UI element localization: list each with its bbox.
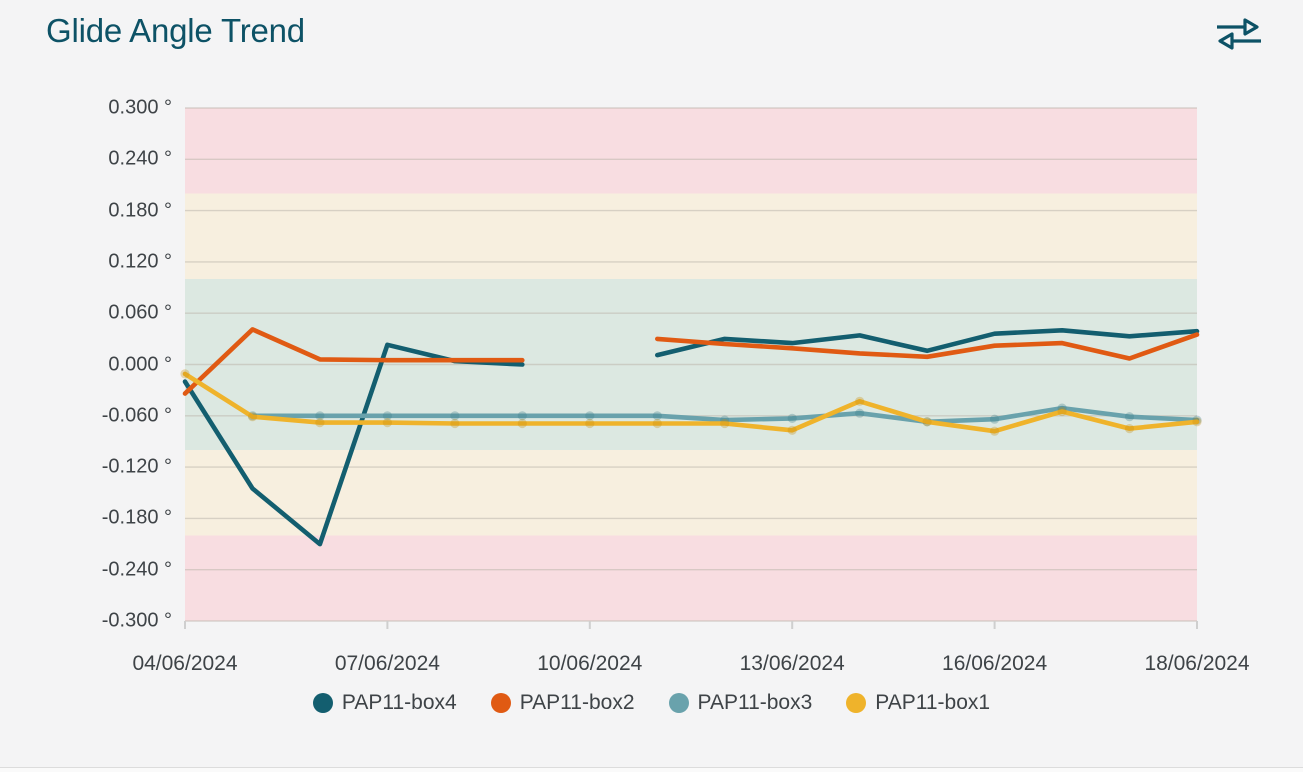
point-marker-PAP11-box1 — [652, 418, 662, 429]
x-tick-label: 18/06/2024 — [1144, 652, 1250, 675]
y-tick-label: -0.300 ° — [101, 609, 172, 632]
chart-legend: PAP11-box4 PAP11-box2 PAP11-box3 PAP11-b… — [0, 691, 1303, 715]
legend-color-dot — [846, 693, 867, 713]
point-marker-PAP11-box3 — [450, 411, 460, 421]
page-title: Glide Angle Trend — [46, 12, 305, 49]
y-tick-label: 0.240 ° — [108, 147, 172, 170]
x-tick-label: 10/06/2024 — [537, 652, 643, 675]
zone-band-outer-zone — [185, 108, 1197, 194]
point-marker-PAP11-box1 — [1057, 406, 1067, 417]
legend-item-PAP11-box3[interactable]: PAP11-box3 — [668, 691, 813, 715]
point-marker-PAP11-box3 — [315, 411, 325, 421]
series-line-PAP11-box4 — [654, 328, 1200, 358]
zone-band-warning-zone — [185, 450, 1197, 536]
point-marker-PAP11-box1 — [247, 412, 258, 422]
point-marker-PAP11-box3 — [855, 408, 865, 418]
legend-item-PAP11-box2[interactable]: PAP11-box2 — [490, 691, 635, 715]
point-marker-PAP11-box1 — [922, 417, 932, 427]
y-tick-label: -0.180 ° — [101, 506, 172, 529]
point-marker-PAP11-box1 — [1192, 417, 1202, 427]
x-tick-label: 04/06/2024 — [132, 652, 238, 675]
point-marker-PAP11-box1 — [382, 418, 392, 428]
point-marker-PAP11-box1 — [315, 418, 325, 428]
card-bottom-edge — [0, 767, 1303, 772]
y-tick-label: -0.120 ° — [101, 455, 172, 478]
point-marker-PAP11-box1 — [1124, 424, 1135, 434]
swap-horizontal-icon[interactable] — [1214, 16, 1264, 52]
legend-label: PAP11-box1 — [875, 691, 991, 714]
y-tick-label: 0.060 ° — [108, 301, 172, 324]
y-tick-label: -0.060 ° — [101, 404, 172, 427]
x-tick-label: 16/06/2024 — [942, 652, 1048, 675]
point-marker-PAP11-box1 — [585, 418, 595, 429]
point-marker-PAP11-box1 — [517, 418, 527, 429]
point-marker-PAP11-box3 — [382, 411, 392, 421]
point-marker-PAP11-box3 — [787, 413, 797, 423]
legend-label: PAP11-box2 — [519, 691, 635, 714]
point-marker-PAP11-box3 — [1124, 412, 1135, 422]
y-tick-label: 0.120 ° — [108, 250, 172, 273]
point-marker-PAP11-box1 — [787, 425, 797, 435]
zone-band-outer-zone — [185, 535, 1197, 621]
legend-color-dot — [490, 693, 511, 713]
series-line-PAP11-box3 — [250, 405, 1200, 425]
legend-label: PAP11-box3 — [697, 691, 813, 714]
series-line-PAP11-box2 — [654, 332, 1200, 361]
legend-color-dot — [312, 693, 333, 713]
x-tick-label: 07/06/2024 — [334, 652, 440, 675]
legend-label: PAP11-box4 — [341, 691, 457, 714]
y-tick-label: 0.180 ° — [108, 199, 172, 222]
point-marker-PAP11-box1 — [990, 426, 1000, 436]
y-tick-label: 0.300 ° — [108, 96, 172, 119]
point-marker-PAP11-box3 — [585, 411, 595, 421]
zone-band-warning-zone — [185, 193, 1197, 279]
point-marker-PAP11-box1 — [180, 369, 190, 379]
series-line-PAP11-box1 — [182, 371, 1200, 434]
y-tick-label: 0.000 ° — [108, 353, 172, 375]
legend-item-PAP11-box1[interactable]: PAP11-box1 — [846, 691, 990, 715]
legend-color-dot — [668, 693, 689, 713]
plot-svg — [180, 107, 1202, 629]
point-marker-PAP11-box1 — [855, 396, 865, 406]
point-marker-PAP11-box1 — [720, 418, 730, 429]
point-marker-PAP11-box1 — [450, 418, 460, 429]
point-marker-PAP11-box3 — [990, 414, 1000, 424]
y-tick-label: -0.240 ° — [101, 558, 172, 581]
point-marker-PAP11-box3 — [652, 411, 662, 421]
x-tick-label: 13/06/2024 — [739, 652, 845, 675]
point-marker-PAP11-box3 — [517, 411, 527, 421]
legend-item-PAP11-box4[interactable]: PAP11-box4 — [312, 691, 457, 715]
series-line-PAP11-box2 — [182, 327, 525, 396]
